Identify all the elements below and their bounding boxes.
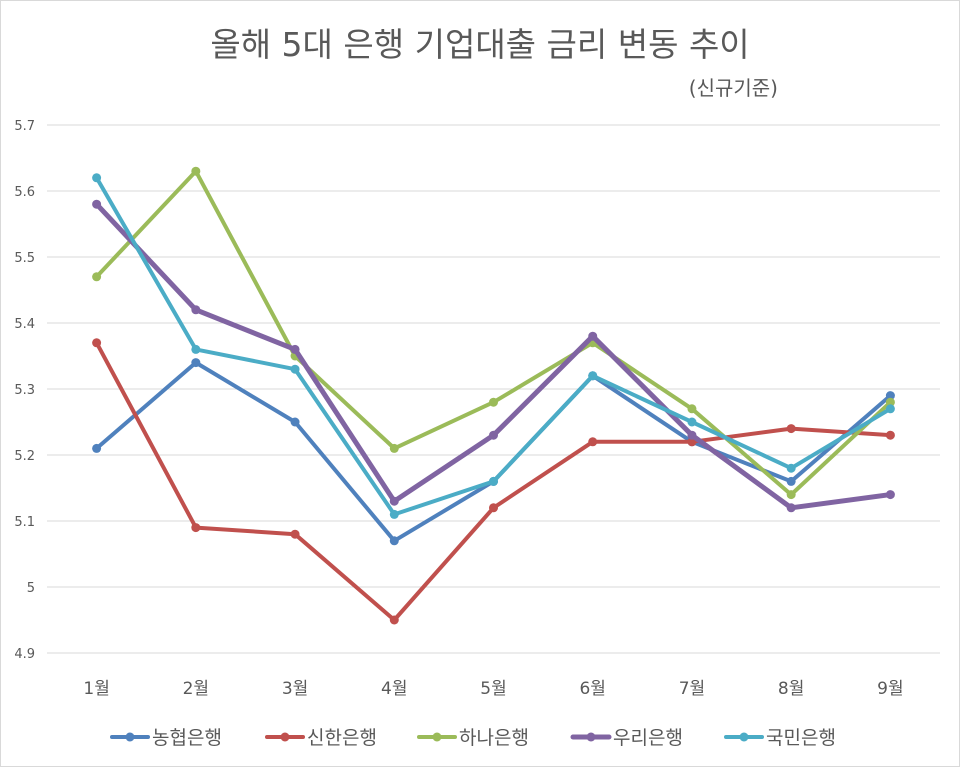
series-1 [92,358,895,546]
data-point [588,331,598,341]
data-point [92,199,102,209]
data-point [687,404,697,414]
legend-swatch-marker [586,732,596,742]
data-point [191,523,201,533]
data-point [687,430,697,440]
y-tick-label: 5.2 [14,449,35,464]
legend-swatch-marker [432,732,442,742]
data-point [489,503,498,513]
legend-label: 농협은행 [152,727,222,749]
y-tick-label: 5.5 [14,251,35,266]
data-point [588,371,598,381]
x-tick-label: 8월 [778,679,804,699]
data-point [290,344,300,354]
x-tick-label: 1월 [83,679,109,699]
series-4 [92,199,895,513]
legend-item: 우리은행 [570,727,683,749]
legend-swatch-marker [280,732,290,742]
x-tick-label: 5월 [480,679,506,699]
y-tick-label: 5 [27,581,35,596]
legend-item: 하나은행 [417,727,529,749]
legend-label: 우리은행 [613,727,683,749]
data-point [92,173,102,183]
legend-label: 신한은행 [307,727,377,749]
y-tick-label: 5.4 [14,317,35,332]
x-tick-label: 6월 [579,679,605,699]
data-point [290,417,300,427]
legend: 농협은행 신한은행 하나은행 우리은행 국민은행 [110,727,836,749]
data-point [885,404,895,414]
y-tick-label: 5.6 [14,185,35,200]
y-tick-label: 5.1 [14,515,35,530]
x-tick-label: 3월 [282,679,308,699]
data-point [489,397,498,407]
series-line [94,175,893,517]
y-tick-label: 5.3 [14,383,35,398]
data-point [92,272,102,282]
legend-item: 농협은행 [110,727,222,749]
series-line [94,169,893,497]
data-point [389,509,399,519]
y-tick-label: 5.7 [14,119,35,134]
x-axis-ticks: 1월 2월 3월 4월 5월 6월 7월 8월 9월 [83,679,903,699]
data-point [290,364,300,374]
series-2 [92,338,895,625]
data-point [290,529,300,539]
x-tick-label: 7월 [679,679,705,699]
data-point [191,358,201,368]
data-point [389,443,399,453]
data-point [885,397,895,407]
data-point [92,338,102,348]
data-point [489,476,498,486]
x-tick-label: 2월 [183,679,209,699]
data-point [786,463,796,473]
legend-swatch-marker [739,732,749,742]
x-tick-label: 4월 [381,679,407,699]
data-point [389,496,399,506]
data-point [786,476,796,486]
chart-subtitle: (신규기준) [689,76,778,100]
data-point [191,344,201,354]
data-point [588,437,598,447]
data-point [786,503,796,513]
y-tick-label: 4.9 [14,647,35,662]
data-point [786,490,796,500]
legend-swatch-marker [125,732,135,742]
data-point [92,443,102,453]
legend-item: 신한은행 [265,727,377,749]
legend-label: 국민은행 [766,727,836,749]
series-5 [92,173,895,519]
data-point [191,166,201,176]
data-point [191,305,201,315]
chart-title: 올해 5대 은행 기업대출 금리 변동 추이 [210,25,749,64]
gridlines [47,124,940,654]
data-point [687,417,697,427]
data-point [489,430,498,440]
y-axis-ticks: 4.9 5 5.1 5.2 5.3 5.4 5.5 5.6 5.7 [14,119,35,662]
data-point [885,490,895,500]
series-line [94,201,893,511]
series-3 [92,166,895,500]
data-point [885,391,895,401]
legend-label: 하나은행 [459,727,529,749]
data-point [389,615,399,625]
data-point [389,536,399,546]
series-lines [92,166,895,625]
legend-item: 국민은행 [724,727,836,749]
data-point [885,430,895,440]
data-point [786,424,796,434]
x-tick-label: 9월 [877,679,903,699]
